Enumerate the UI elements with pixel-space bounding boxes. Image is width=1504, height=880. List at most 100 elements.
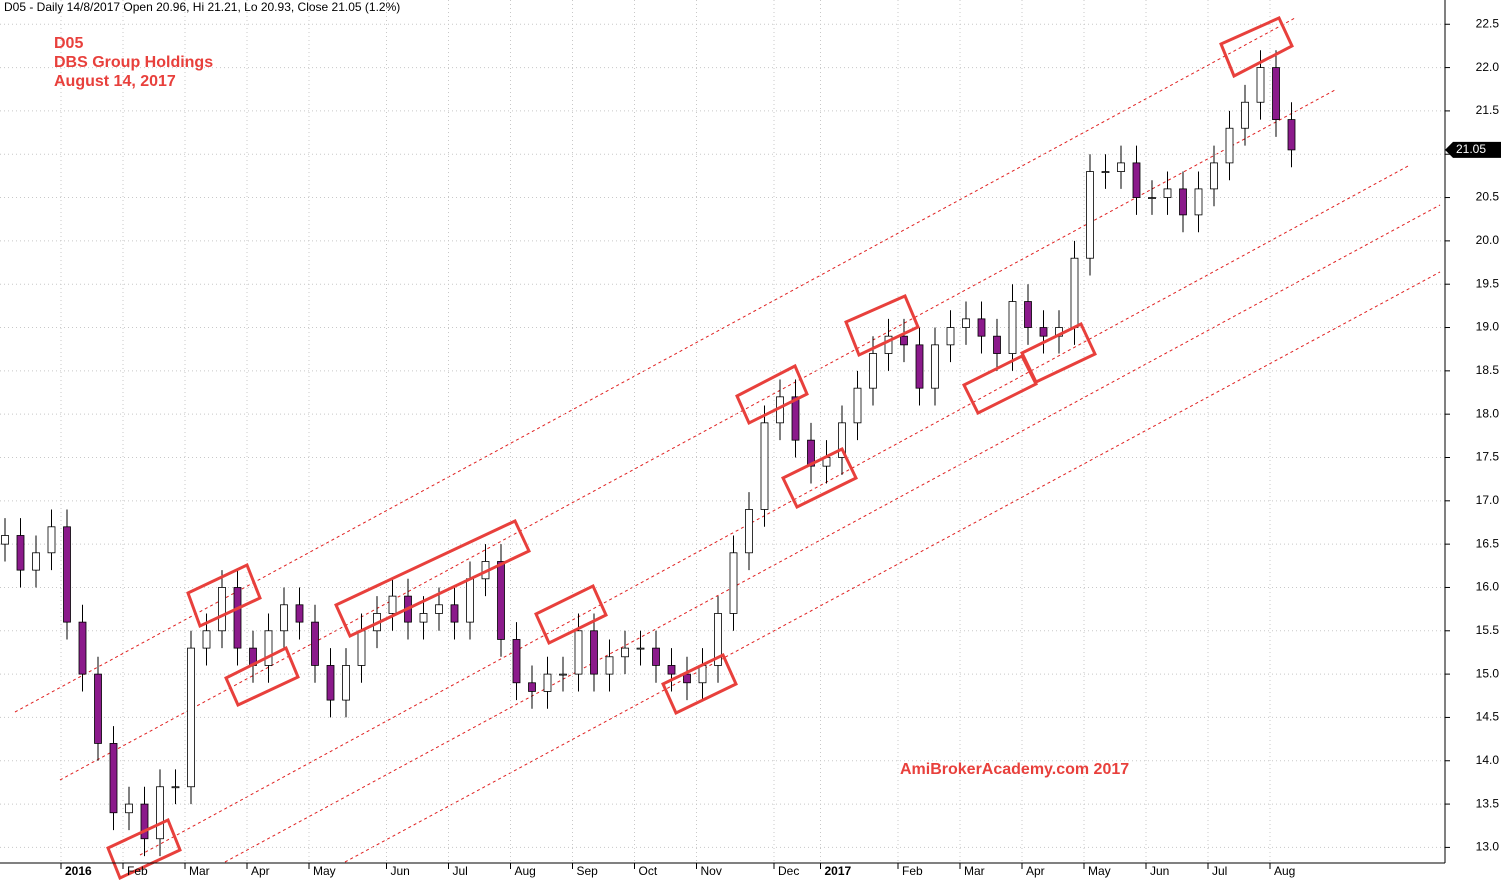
candle-body [1101, 171, 1110, 173]
x-tick-label: Feb [902, 864, 923, 878]
candle-body [280, 604, 288, 632]
candle-body [342, 665, 350, 701]
candle-body [1241, 101, 1249, 129]
x-tick-label: Feb [127, 864, 148, 878]
candle-body [1287, 119, 1296, 151]
y-tick-label: 16.0 [1476, 580, 1500, 594]
candle-body [466, 578, 474, 623]
candle-body [543, 673, 552, 692]
candle-body [760, 422, 769, 510]
last-price-label: 21.05 [1456, 142, 1486, 156]
y-tick-label: 15.5 [1476, 623, 1500, 637]
candle-body [1024, 301, 1032, 328]
candle-body [1086, 171, 1094, 259]
candle-body [435, 604, 443, 614]
y-tick-label: 18.5 [1476, 363, 1500, 377]
candle-body [326, 665, 335, 701]
highlight-box [334, 519, 531, 639]
y-tick-label: 17.0 [1476, 493, 1500, 507]
candle-body [140, 803, 149, 840]
last-price-marker [1445, 141, 1501, 158]
candle-body [652, 647, 660, 666]
highlight-box [224, 645, 300, 708]
candle-body [791, 396, 800, 441]
candle-body [202, 630, 211, 649]
chart-subtitle: DBS Group Holdings [54, 54, 213, 71]
candle-body [125, 803, 133, 814]
candle-body [32, 552, 40, 571]
highlight-box [781, 446, 858, 510]
x-tick-label: Apr [1026, 864, 1045, 878]
header: D05 - Daily 14/8/2017 Open 20.96, Hi 21.… [4, 0, 400, 14]
candle-body [1008, 301, 1017, 354]
candle-body [218, 587, 226, 632]
highlight-box [534, 583, 608, 646]
candle-body [388, 595, 397, 614]
x-tick-label: 2016 [65, 864, 92, 878]
candle-body [1225, 127, 1234, 164]
candle-body [667, 665, 676, 675]
candle-body [528, 682, 536, 692]
candle-body [931, 344, 939, 389]
x-tick-label: Oct [639, 864, 658, 878]
candle-body [1070, 257, 1079, 328]
candle-body [698, 665, 707, 684]
y-tick-label: 22.5 [1476, 16, 1500, 30]
candle-body [993, 335, 1001, 354]
candle-body [512, 639, 521, 684]
candle-body [1117, 162, 1125, 172]
candle-body [450, 604, 459, 623]
chart-title: D05 [54, 35, 83, 52]
candle-body [605, 656, 614, 675]
x-tick-label: Jun [391, 864, 410, 878]
y-tick-label: 19.5 [1476, 276, 1500, 290]
candle-body [838, 422, 846, 458]
candle-body [807, 439, 815, 467]
channel-line [14, 17, 1296, 713]
candle-body [574, 630, 583, 675]
y-tick-label: 22.0 [1476, 60, 1500, 74]
x-tick-label: Dec [778, 864, 799, 878]
candle-body [94, 673, 102, 744]
channel-line [344, 271, 1441, 863]
y-tick-label: 15.0 [1476, 666, 1500, 680]
candle-body [714, 613, 722, 666]
candle-body [47, 526, 56, 554]
y-tick-label: 14.5 [1476, 710, 1500, 724]
y-tick-label: 17.5 [1476, 450, 1500, 464]
candle-body [1148, 197, 1156, 199]
candle-body [16, 535, 25, 571]
candle-body [915, 344, 924, 389]
highlight-box [661, 652, 738, 716]
candle-body [311, 621, 319, 666]
candle-body [946, 327, 955, 346]
x-tick-label: May [313, 864, 336, 878]
candle-body [884, 335, 893, 354]
candle-body [156, 786, 164, 840]
candle-body [590, 630, 598, 675]
candle-body [962, 318, 970, 328]
x-tick-label: Mar [189, 864, 210, 878]
candle-body [977, 318, 986, 337]
x-tick-label: Sep [577, 864, 599, 878]
x-tick-label: Jul [1212, 864, 1227, 878]
candle-body [1179, 188, 1187, 216]
channel-line [224, 204, 1441, 863]
candle-body [1, 535, 9, 545]
plot-area [0, 0, 1445, 863]
candle-body [63, 526, 71, 623]
x-tick-label: Jul [453, 864, 468, 878]
candle-body [1194, 188, 1203, 216]
x-tick-label: 2017 [825, 864, 852, 878]
channel-line [59, 89, 1336, 781]
x-tick-label: Apr [251, 864, 270, 878]
x-tick-label: Mar [964, 864, 985, 878]
y-tick-label: 20.5 [1476, 190, 1500, 204]
y-tick-label: 14.0 [1476, 753, 1500, 767]
x-tick-label: Aug [515, 864, 536, 878]
candle-body [497, 561, 505, 640]
y-tick-label: 19.0 [1476, 320, 1500, 334]
y-tick-label: 13.5 [1476, 796, 1500, 810]
